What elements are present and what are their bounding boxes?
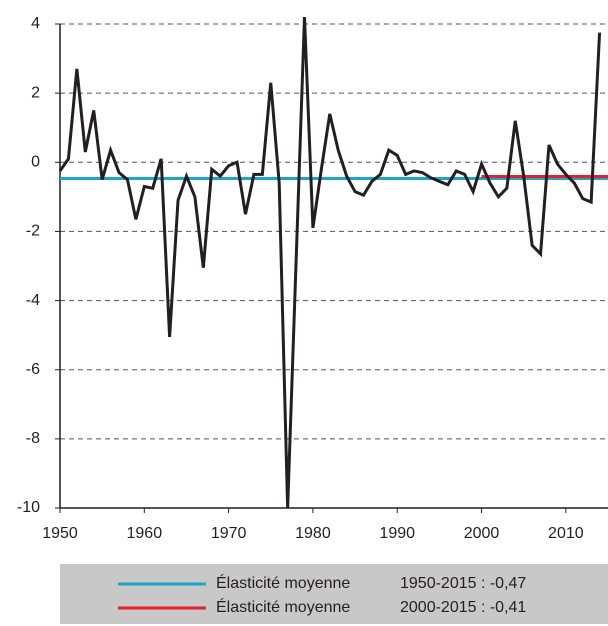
y-tick-label: 0 <box>31 154 40 171</box>
y-tick-label: -2 <box>26 223 40 240</box>
y-tick-label: -6 <box>26 361 40 378</box>
x-tick-label: 1990 <box>379 525 415 542</box>
y-tick-label: -4 <box>26 292 40 309</box>
x-tick-label: 1960 <box>127 525 163 542</box>
legend-label: Élasticité moyenne <box>216 573 350 592</box>
data-line <box>58 17 602 509</box>
x-tick-label: 1970 <box>211 525 247 542</box>
legend-period: 1950-2015 : -0,47 <box>400 575 526 592</box>
y-tick-label: -10 <box>17 499 40 516</box>
y-tick-label: 4 <box>31 15 40 32</box>
x-tick-label: 1980 <box>295 525 331 542</box>
x-tick-label: 2010 <box>548 525 584 542</box>
y-tick-label: 2 <box>31 84 40 101</box>
y-tick-label: -8 <box>26 430 40 447</box>
x-tick-label: 2000 <box>464 525 500 542</box>
legend-label: Élasticité moyenne <box>216 597 350 616</box>
x-tick-label: 1950 <box>42 525 78 542</box>
legend-box <box>60 564 608 624</box>
legend-period: 2000-2015 : -0,41 <box>400 599 526 616</box>
